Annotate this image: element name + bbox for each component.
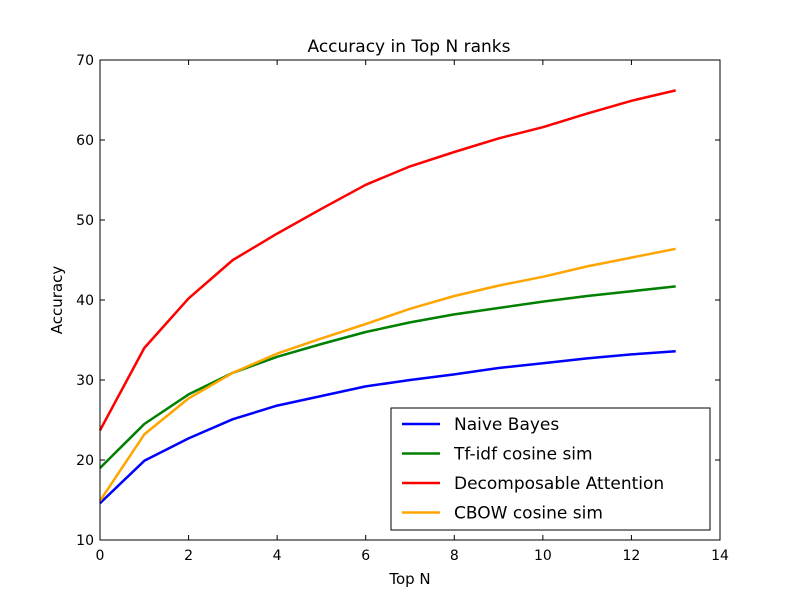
y-tick-label: 30	[76, 373, 94, 389]
series-line-naive-bayes	[99, 349, 676, 505]
y-tick-label: 40	[76, 293, 94, 309]
x-tick-label: 8	[450, 548, 459, 564]
series-line-tf-idf-cosine-sim	[99, 285, 676, 469]
y-tick-label: 60	[76, 133, 94, 149]
x-tick-label: 2	[184, 548, 193, 564]
x-tick-label: 0	[96, 548, 105, 564]
x-tick-label: 10	[534, 548, 552, 564]
legend-label: CBOW cosine sim	[454, 504, 603, 524]
y-tick-label: 50	[76, 213, 94, 229]
x-tick-label: 14	[711, 548, 729, 564]
x-tick-label: 4	[273, 548, 282, 564]
y-axis-label: Accuracy	[48, 266, 66, 335]
series-layer	[98, 89, 676, 505]
legend: Naive Bayes Tf-idf cosine sim Decomposable…	[390, 407, 711, 531]
legend-label: Decomposable Attention	[454, 474, 664, 494]
x-tick-label: 12	[623, 548, 641, 564]
x-axis-ticks: 0 2 4 6 8 10 12 14	[96, 60, 729, 564]
legend-box	[390, 407, 711, 531]
x-tick-label: 6	[361, 548, 370, 564]
series-line-cbow-cosine-sim	[98, 247, 676, 502]
series-line-decomposable-attention	[98, 89, 676, 431]
y-tick-label: 70	[76, 53, 94, 69]
y-tick-label: 10	[76, 533, 94, 549]
legend-label: Naive Bayes	[454, 415, 559, 435]
legend-label: Tf-idf cosine sim	[453, 445, 593, 465]
y-axis-ticks: 10 20 30 40 50 60 70	[76, 53, 720, 549]
chart-title: Accuracy in Top N ranks	[307, 37, 510, 57]
x-axis-label: Top N	[388, 570, 430, 588]
y-tick-label: 20	[76, 453, 94, 469]
